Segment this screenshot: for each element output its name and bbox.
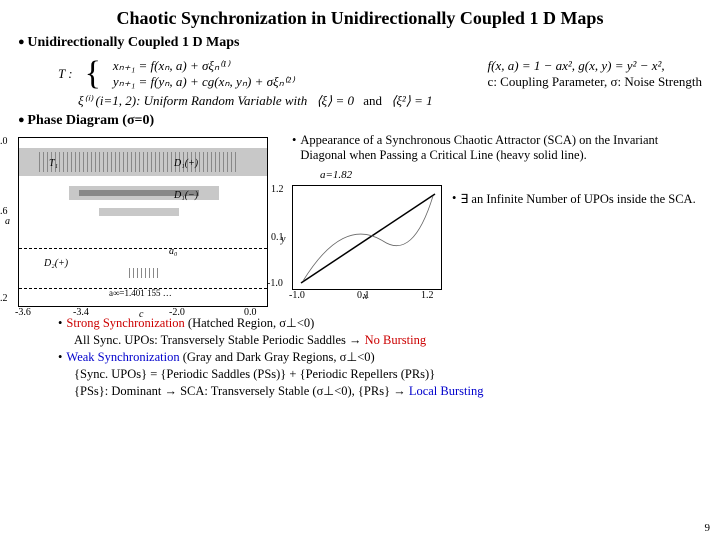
fg-definition: f(x, a) = 1 − ax², g(x, y) = y² − x², (488, 58, 702, 74)
yt-m10: -1.0 (267, 278, 283, 289)
strong-sync-detail-text: All Sync. UPOs: Transversely Stable Peri… (74, 333, 365, 347)
upo-text-block: • ∃ an Infinite Number of UPOs inside th… (452, 191, 696, 207)
no-bursting: No Bursting (365, 333, 426, 347)
annot-a-inf: a∞=1.401 155 … (109, 288, 172, 298)
page-number: 9 (705, 522, 711, 534)
weak-sync-rest: (Gray and Dark Gray Regions, σ⊥<0) (180, 350, 375, 364)
inset-figure-wrap: a=1.82 y x 1.2 0.1 -1.0 -1.0 0.1 1.2 (292, 169, 442, 290)
phase-diagram-figure: T₁ D₁(+) D₁(−) D₂(+) a₀ a∞=1.401 155 … a… (18, 137, 268, 307)
map-eq-line2: yₙ₊₁ = f(yₙ, a) + cg(xₙ, yₙ) + σξₙ⁽²⁾ (113, 74, 294, 90)
weak-sync-l3a: {PSs}: Dominant → SCA: Transversely Stab… (74, 384, 409, 398)
equation-block: T : { xₙ₊₁ = f(xₙ, a) + σξₙ⁽¹⁾ yₙ₊₁ = f(… (58, 57, 702, 91)
ytick-12: 1.2 (0, 293, 8, 304)
xi-definition: ξ⁽ⁱ⁾ (i=1, 2): Uniform Random Variable w… (78, 93, 702, 109)
xlabel-c: c (139, 309, 143, 320)
section-heading-maps: Unidirectionally Coupled 1 D Maps (18, 35, 702, 51)
xtick-3: 0.0 (244, 307, 257, 318)
xi-and: and (363, 93, 382, 108)
xi-avg2: ⟨ξ²⟩ = 1 (391, 93, 432, 108)
weak-sync-l2: {Sync. UPOs} = {Periodic Saddles (PSs)} … (74, 366, 702, 383)
phase-text-col: • Appearance of a Synchronous Chaotic At… (292, 133, 702, 307)
map-eq-defs: f(x, a) = 1 − ax², g(x, y) = y² − x², c:… (488, 58, 702, 90)
weak-sync-line: • Weak Synchronization (Gray and Dark Gr… (58, 349, 702, 366)
sca-appearance-text: • Appearance of a Synchronous Chaotic At… (292, 133, 702, 163)
strong-sync-detail: All Sync. UPOs: Transversely Stable Peri… (74, 332, 702, 349)
bullet-icon: • (292, 133, 296, 163)
xtick-1: -3.4 (73, 307, 89, 318)
xtick-0: -3.6 (15, 307, 31, 318)
param-definition: c: Coupling Parameter, σ: Noise Strength (488, 74, 702, 90)
annot-D2plus: D₂(+) (44, 258, 68, 269)
map-equations: xₙ₊₁ = f(xₙ, a) + σξₙ⁽¹⁾ yₙ₊₁ = f(yₙ, a)… (113, 58, 294, 90)
ylabel-a: a (5, 216, 10, 227)
xy-attractor-figure: y x 1.2 0.1 -1.0 -1.0 0.1 1.2 (292, 185, 442, 290)
bullet-icon: • (58, 349, 62, 366)
xt-m10: -1.0 (289, 290, 305, 301)
strong-sync-label: Strong Synchronization (66, 316, 184, 330)
bullet-icon: • (452, 191, 456, 207)
sync-summary: • Strong Synchronization (Hatched Region… (58, 315, 702, 399)
ytick-20: 2.0 (0, 136, 8, 147)
sca-appearance: Appearance of a Synchronous Chaotic Attr… (300, 133, 702, 163)
xtick-2: -2.0 (169, 307, 185, 318)
weak-sync-label: Weak Synchronization (66, 350, 179, 364)
annot-T1: T₁ (49, 158, 58, 169)
page-title: Chaotic Synchronization in Unidirectiona… (18, 8, 702, 29)
weak-sync-l3: {PSs}: Dominant → SCA: Transversely Stab… (74, 383, 702, 400)
a-value-label: a=1.82 (320, 169, 442, 181)
xt-01: 0.1 (357, 290, 370, 301)
map-eq-line1: xₙ₊₁ = f(xₙ, a) + σξₙ⁽¹⁾ (113, 58, 294, 74)
map-T-label: T : (58, 66, 73, 82)
bullet-icon: • (58, 315, 62, 332)
annot-a0: a₀ (169, 246, 177, 257)
yt-01: 0.1 (271, 232, 284, 243)
upo-text: ∃ an Infinite Number of UPOs inside the … (460, 191, 695, 207)
section-heading-phase: Phase Diagram (σ=0) (18, 113, 702, 129)
ytick-16: 1.6 (0, 206, 8, 217)
xi-prefix: ξ⁽ⁱ⁾ (i=1, 2): Uniform Random Variable w… (78, 93, 307, 108)
attractor-svg (293, 186, 443, 291)
strong-sync-rest: (Hatched Region, σ⊥<0) (185, 316, 315, 330)
xi-avg1: ⟨ξ⟩ = 0 (316, 93, 353, 108)
brace: { (85, 57, 101, 91)
strong-sync-line: • Strong Synchronization (Hatched Region… (58, 315, 702, 332)
phase-figure-col: T₁ D₁(+) D₁(−) D₂(+) a₀ a∞=1.401 155 … a… (18, 133, 278, 307)
annot-D1plus: D₁(+) (174, 158, 198, 169)
local-bursting: Local Bursting (409, 384, 484, 398)
phase-section: T₁ D₁(+) D₁(−) D₂(+) a₀ a∞=1.401 155 … a… (18, 133, 702, 307)
yt-12: 1.2 (271, 184, 284, 195)
inset-row: a=1.82 y x 1.2 0.1 -1.0 -1.0 0.1 1.2 (292, 169, 702, 290)
xt-12: 1.2 (421, 290, 434, 301)
annot-D1minus: D₁(−) (174, 190, 198, 201)
